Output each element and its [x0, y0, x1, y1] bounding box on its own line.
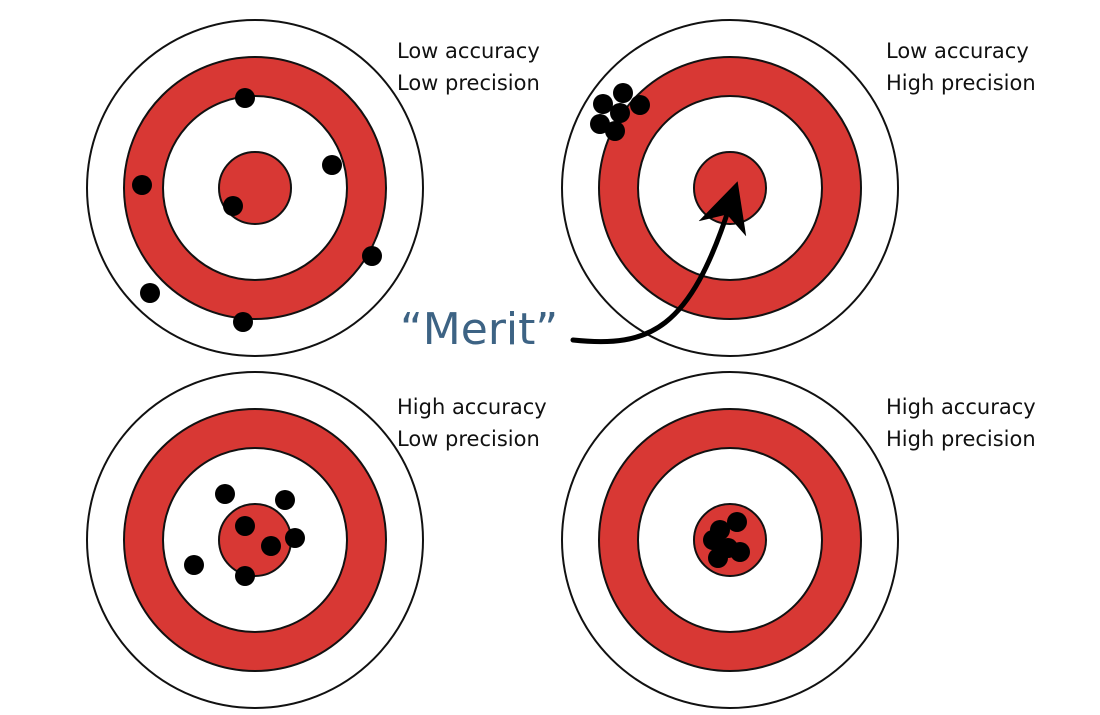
target-bullseye [218, 503, 292, 577]
target-caption-line2: High precision [886, 71, 1036, 95]
hit-markers [703, 512, 750, 568]
hit-marker [730, 542, 750, 562]
hit-marker [275, 490, 295, 510]
target-low-accuracy-high-precision: Low accuracy High precision [561, 19, 1036, 357]
hit-marker [235, 516, 255, 536]
hit-marker [233, 312, 253, 332]
hit-marker [235, 88, 255, 108]
hit-marker [322, 155, 342, 175]
target-high-accuracy-high-precision: High accuracy High precision [561, 371, 1036, 709]
hit-marker [140, 283, 160, 303]
target-caption-line2: Low precision [397, 71, 540, 95]
hit-marker [593, 94, 613, 114]
target-caption-line2: High precision [886, 427, 1036, 451]
hit-marker [610, 103, 630, 123]
hit-marker [630, 95, 650, 115]
hit-marker [184, 555, 204, 575]
target-caption-line1: High accuracy [397, 395, 547, 419]
target-low-accuracy-low-precision: Low accuracy Low precision [86, 19, 540, 357]
hit-markers [184, 484, 305, 586]
hit-marker [235, 566, 255, 586]
merit-annotation: “Merit” [400, 181, 747, 355]
merit-label: “Merit” [400, 304, 558, 355]
hit-marker [613, 83, 633, 103]
target-caption-line1: Low accuracy [886, 39, 1029, 63]
target-caption-line2: Low precision [397, 427, 540, 451]
target-caption-line1: Low accuracy [397, 39, 540, 63]
merit-arrow [570, 181, 747, 345]
hit-markers [590, 83, 650, 141]
hit-marker [703, 530, 723, 550]
hit-marker [261, 536, 281, 556]
target-bullseye [693, 151, 767, 225]
target-high-accuracy-low-precision: High accuracy Low precision [86, 371, 547, 709]
hit-marker [727, 512, 747, 532]
hit-marker [132, 175, 152, 195]
hit-marker [590, 114, 610, 134]
hit-marker [215, 484, 235, 504]
hit-marker [285, 528, 305, 548]
hit-marker [605, 121, 625, 141]
target-caption-line1: High accuracy [886, 395, 1036, 419]
hit-marker [223, 196, 243, 216]
hit-markers [132, 88, 382, 332]
hit-marker [362, 246, 382, 266]
hit-marker [708, 548, 728, 568]
